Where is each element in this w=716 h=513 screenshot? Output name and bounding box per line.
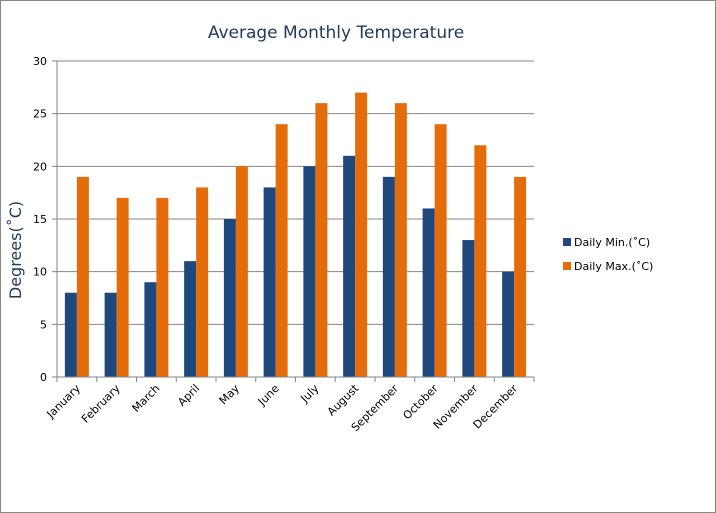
bar-min xyxy=(422,208,435,377)
chart-title: Average Monthly Temperature xyxy=(208,23,464,43)
bar-max xyxy=(196,187,209,377)
y-tick-label: 5 xyxy=(40,318,47,331)
legend-swatch xyxy=(563,238,571,246)
bar-max xyxy=(275,124,288,377)
bar-max xyxy=(76,176,89,377)
x-tick-label: April xyxy=(175,382,202,409)
x-tick-label: June xyxy=(255,382,282,409)
bar-max xyxy=(434,124,447,377)
bar-max xyxy=(394,103,407,377)
y-tick-label: 25 xyxy=(33,108,47,121)
bar-min xyxy=(462,240,475,377)
bar-max xyxy=(514,176,527,377)
bar-min xyxy=(64,292,77,377)
x-tick-label: July xyxy=(298,382,322,406)
x-tick-label: March xyxy=(130,382,163,415)
x-tick-label: February xyxy=(79,382,123,426)
y-tick-label: 30 xyxy=(33,55,47,68)
bar-max xyxy=(235,166,248,377)
bar-min xyxy=(382,176,395,377)
bar-min xyxy=(263,187,276,377)
y-tick-label: 10 xyxy=(33,266,47,279)
legend-label: Daily Max.(˚C) xyxy=(574,260,653,273)
bar-min xyxy=(144,282,157,377)
legend-swatch xyxy=(563,262,571,270)
x-tick-label: October xyxy=(400,382,441,423)
bar-max xyxy=(355,92,368,377)
legend-label: Daily Min.(˚C) xyxy=(574,236,650,249)
bar-min xyxy=(104,292,117,377)
y-axis-label: Degrees(˚C) xyxy=(6,201,25,299)
x-tick-label: January xyxy=(44,382,84,422)
bar-max xyxy=(474,145,487,377)
y-tick-label: 0 xyxy=(40,371,47,384)
bar-max xyxy=(315,103,328,377)
bar-min xyxy=(343,155,356,377)
bar-max xyxy=(116,197,129,377)
bar-min xyxy=(303,166,316,377)
y-tick-label: 15 xyxy=(33,213,47,226)
bar-min xyxy=(502,271,515,377)
bar-min xyxy=(184,261,197,377)
x-tick-label: May xyxy=(217,382,243,408)
bar-min xyxy=(223,219,236,377)
x-tick-label: August xyxy=(325,381,362,418)
bar-max xyxy=(156,197,169,377)
y-tick-label: 20 xyxy=(33,160,47,173)
